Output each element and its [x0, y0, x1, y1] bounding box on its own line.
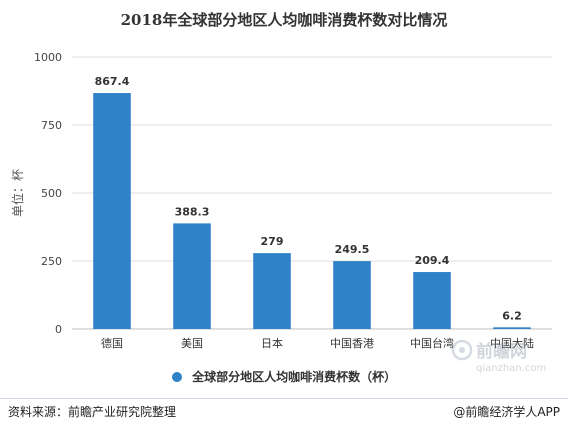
grid-lines — [72, 56, 552, 330]
watermark-url: qianzhan.com — [476, 363, 546, 374]
source-note: 资料来源：前瞻产业研究院整理 — [8, 405, 177, 419]
brand-credit: @前瞻经济学人APP — [453, 405, 560, 419]
data-label: 279 — [261, 235, 284, 248]
data-labels: 867.4 388.3 279 249.5 209.4 6.2 — [95, 75, 522, 322]
data-label: 249.5 — [335, 243, 370, 256]
bar — [493, 327, 531, 329]
watermark-logo-text: 前瞻网 — [476, 341, 527, 362]
bar — [173, 223, 211, 329]
x-tick-label: 日本 — [261, 336, 283, 350]
x-tick-label: 中国台湾 — [410, 336, 454, 350]
x-axis-ticks: 德国 美国 日本 中国香港 中国台湾 中国大陆 — [101, 336, 534, 350]
legend: 全球部分地区人均咖啡消费杯数（杯） — [0, 368, 568, 385]
bar — [413, 272, 451, 329]
y-tick-label: 500 — [41, 187, 62, 200]
x-tick-label: 中国香港 — [330, 337, 374, 350]
watermark-logo: 前瞻网 qianzhan.com — [450, 336, 558, 376]
bar — [253, 253, 291, 329]
data-label: 6.2 — [502, 309, 522, 322]
y-tick-label: 0 — [55, 323, 62, 336]
data-label: 209.4 — [415, 254, 450, 267]
x-tick-label: 中国大陆 — [490, 336, 534, 350]
watermark-circle-icon — [451, 339, 473, 361]
data-label: 388.3 — [175, 205, 210, 218]
legend-label: 全球部分地区人均咖啡消费杯数（杯） — [192, 370, 397, 384]
footer: 资料来源：前瞻产业研究院整理 @前瞻经济学人APP — [0, 398, 568, 423]
bar — [333, 261, 371, 329]
y-tick-label: 250 — [41, 255, 62, 268]
chart-title: 2018年全球部分地区人均咖啡消费杯数对比情况 — [120, 11, 448, 29]
bar — [93, 93, 131, 329]
y-tick-label: 1000 — [34, 51, 62, 64]
legend-swatch — [171, 372, 182, 382]
y-tick-label: 750 — [41, 119, 62, 132]
data-label: 867.4 — [95, 75, 130, 88]
x-tick-label: 美国 — [181, 337, 203, 350]
y-axis-title: 单位：杯 — [10, 169, 25, 217]
bars — [93, 93, 531, 329]
y-axis-ticks: 0 250 500 750 1000 — [34, 51, 62, 336]
x-tick-label: 德国 — [101, 336, 123, 350]
